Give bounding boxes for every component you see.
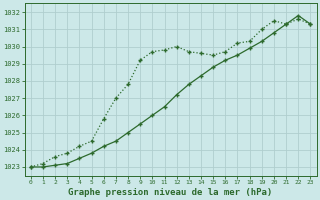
X-axis label: Graphe pression niveau de la mer (hPa): Graphe pression niveau de la mer (hPa): [68, 188, 273, 197]
